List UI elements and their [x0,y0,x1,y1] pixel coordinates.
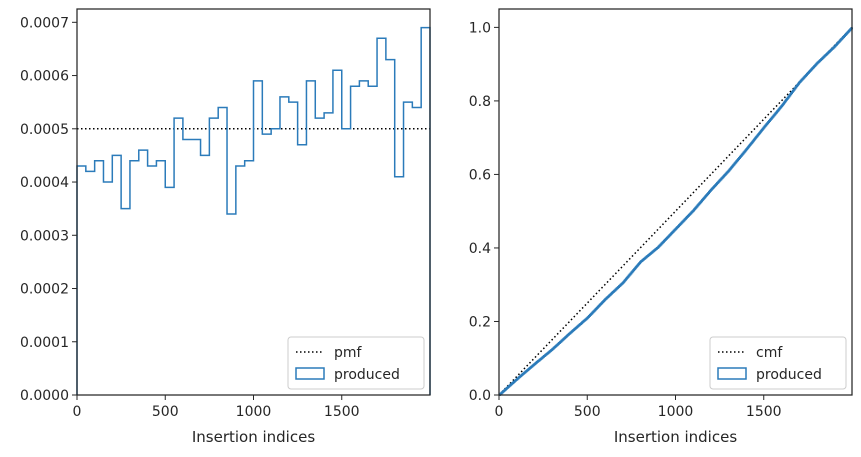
legend-label-produced: produced [334,367,400,383]
legend-swatch-produced [295,367,325,380]
y-tick-label: 0.0000 [20,388,69,404]
y-tick-label: 1.0 [469,20,491,36]
series-produced-cumulative-line [498,27,853,396]
x-axis-label: Insertion indices [614,428,737,446]
y-tick-label: 0.2 [469,314,491,330]
legend-label-cmf: cmf [756,345,783,361]
x-axis-label: Insertion indices [192,428,315,446]
y-tick-label: 0.0005 [20,122,69,138]
y-tick-label: 0.8 [469,94,491,110]
x-tick-label: 1500 [746,404,782,420]
y-tick-label: 0.4 [469,241,491,257]
y-tick-label: 0.0007 [20,15,69,31]
y-tick-label: 0.0004 [20,175,69,191]
legend-swatch-produced [717,367,747,380]
x-tick-label: 1500 [324,404,360,420]
legend-label-pmf: pmf [334,345,363,361]
x-tick-label: 500 [574,404,601,420]
x-tick-label: 0 [495,404,504,420]
x-tick-label: 1000 [236,404,272,420]
x-tick-label: 0 [73,404,82,420]
legend-label-produced: produced [756,367,822,383]
y-tick-label: 0.6 [469,167,491,183]
legend-box [709,336,847,390]
y-tick-label: 0.0006 [20,69,69,85]
series-produced-histogram [76,26,431,395]
legend-box [287,336,425,390]
x-tick-label: 1000 [658,404,694,420]
y-tick-label: 0.0001 [20,335,69,351]
x-tick-label: 500 [152,404,179,420]
y-tick-label: 0.0 [469,388,491,404]
y-tick-label: 0.0003 [20,228,69,244]
y-tick-label: 0.0002 [20,282,69,298]
